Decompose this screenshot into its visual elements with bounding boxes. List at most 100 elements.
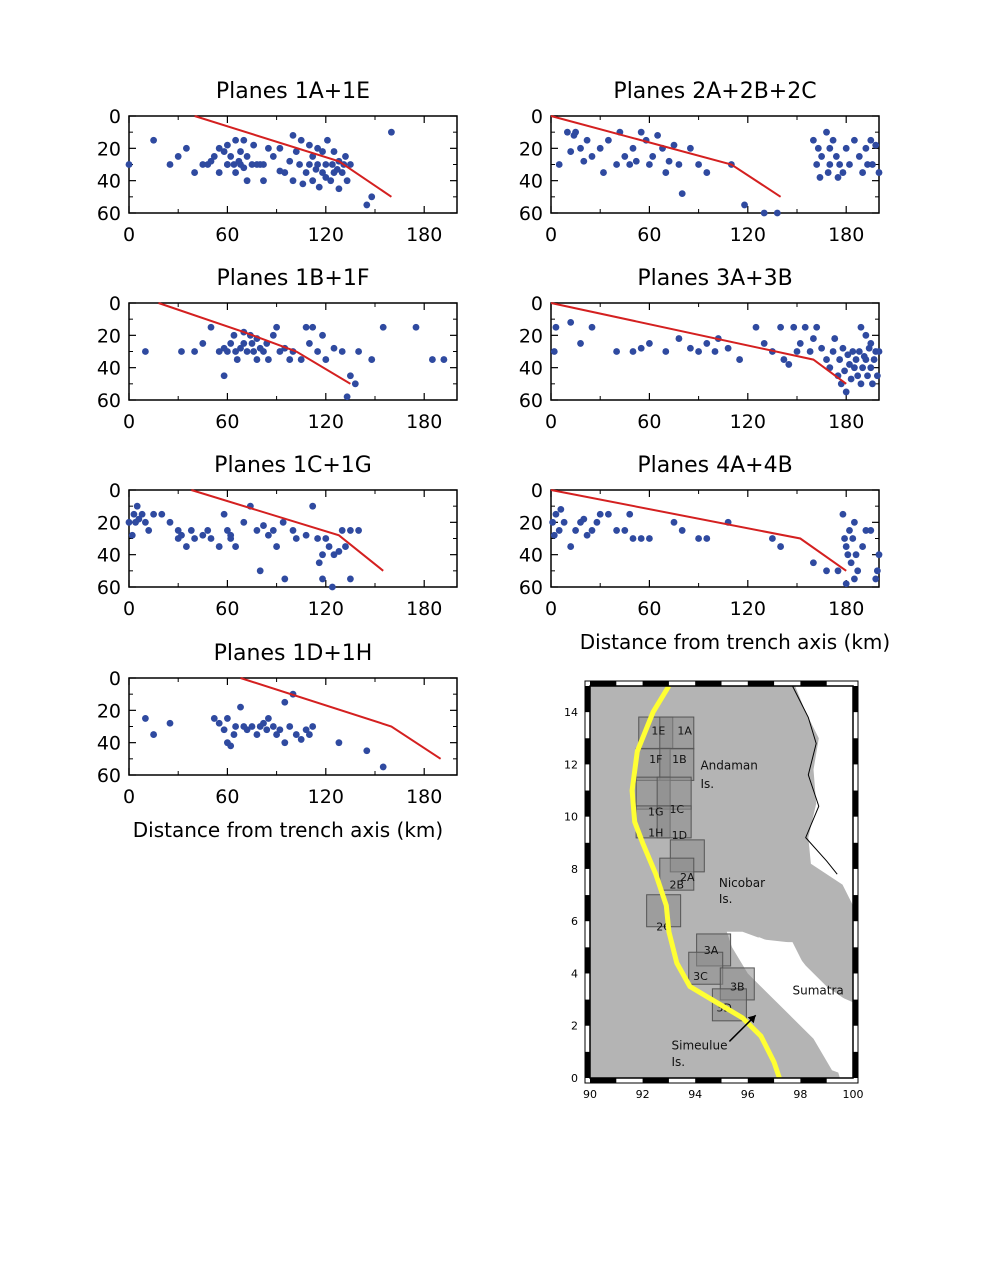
data-point [596, 510, 604, 518]
data-point [265, 144, 272, 152]
data-point [207, 535, 215, 542]
data-point [250, 141, 258, 149]
data-point [199, 340, 207, 347]
data-point [322, 161, 330, 168]
data-point [572, 128, 579, 136]
data-point [297, 136, 305, 144]
data-point [227, 153, 235, 160]
data-point [150, 510, 158, 518]
data-point [314, 161, 321, 168]
y-tick-label: 20 [519, 512, 543, 534]
slab-geometry-line [194, 115, 392, 198]
data-point [823, 356, 830, 363]
y-tick-label: 20 [97, 512, 121, 534]
map-lat-label: 6 [571, 915, 578, 928]
data-point [870, 356, 878, 363]
x-tick-label: 180 [828, 224, 864, 246]
data-point [269, 153, 277, 160]
data-point [207, 323, 215, 331]
y-tick-label: 20 [97, 325, 121, 347]
andaman-label: Andaman [700, 759, 757, 773]
data-point [567, 148, 575, 155]
data-point [330, 344, 338, 352]
data-point [869, 161, 876, 168]
data-point [309, 502, 317, 510]
data-point [823, 128, 830, 136]
data-point [292, 148, 300, 155]
data-point [319, 575, 326, 583]
data-point [243, 726, 251, 734]
frame-segment [853, 686, 858, 713]
data-point [133, 502, 141, 510]
data-point [588, 323, 596, 331]
data-point [347, 575, 354, 583]
y-tick-label: 0 [531, 480, 543, 502]
data-point [256, 567, 264, 575]
data-point [810, 136, 817, 144]
data-point [220, 510, 228, 518]
map-lon-label: 96 [741, 1088, 755, 1101]
data-point [276, 144, 284, 152]
data-point [324, 136, 331, 144]
rupture-plane [659, 747, 695, 781]
data-point [836, 161, 844, 168]
data-point [237, 344, 244, 352]
segment-label: 1A [677, 724, 692, 737]
data-point [596, 144, 604, 152]
data-point [302, 726, 310, 734]
data-point [872, 575, 880, 583]
data-point [613, 348, 620, 355]
segment-label: 3B [730, 981, 745, 994]
data-point [355, 348, 362, 355]
frame-segment [747, 681, 775, 686]
data-point [613, 527, 620, 534]
data-point [839, 510, 847, 518]
data-point [577, 340, 584, 347]
data-point [852, 551, 860, 559]
data-point [224, 141, 231, 149]
data-point [854, 567, 862, 575]
frame-segment [853, 842, 858, 869]
slab-geometry-line [240, 677, 442, 760]
data-point [166, 518, 174, 526]
y-tick-label: 40 [519, 358, 543, 380]
data-point [867, 136, 875, 144]
x-tick-label: 180 [406, 411, 442, 433]
data-point [343, 393, 351, 401]
data-point [286, 157, 294, 165]
data-point [232, 723, 240, 730]
data-point [178, 348, 185, 355]
data-point [199, 161, 207, 168]
data-point [862, 144, 870, 152]
nicobar-label: Nicobar [719, 876, 765, 890]
data-point [695, 348, 702, 355]
data-point [711, 348, 719, 355]
data-point [335, 185, 343, 193]
panel-title: Planes 4A+4B [637, 453, 792, 478]
frame-segment [585, 1051, 590, 1078]
map-outer-frame [584, 680, 859, 1084]
data-point [319, 148, 326, 155]
data-point [286, 356, 294, 363]
y-tick-label: 0 [109, 293, 121, 315]
data-point [273, 731, 280, 738]
data-point [338, 348, 346, 355]
data-point [260, 348, 267, 355]
segment-label: 1F [649, 753, 662, 766]
x-tick-label: 60 [215, 224, 239, 246]
data-point [215, 719, 223, 727]
data-point [831, 335, 839, 342]
data-point [233, 356, 241, 363]
data-point [875, 348, 883, 355]
data-point [174, 527, 182, 534]
data-point [564, 128, 571, 136]
data-point [873, 567, 881, 575]
data-point [227, 340, 235, 347]
data-point [363, 201, 371, 209]
frame-segment [585, 895, 590, 922]
data-point [695, 161, 702, 168]
sumatra-label: Sumatra [793, 983, 844, 997]
frame-segment [642, 681, 669, 686]
data-point [142, 348, 149, 355]
